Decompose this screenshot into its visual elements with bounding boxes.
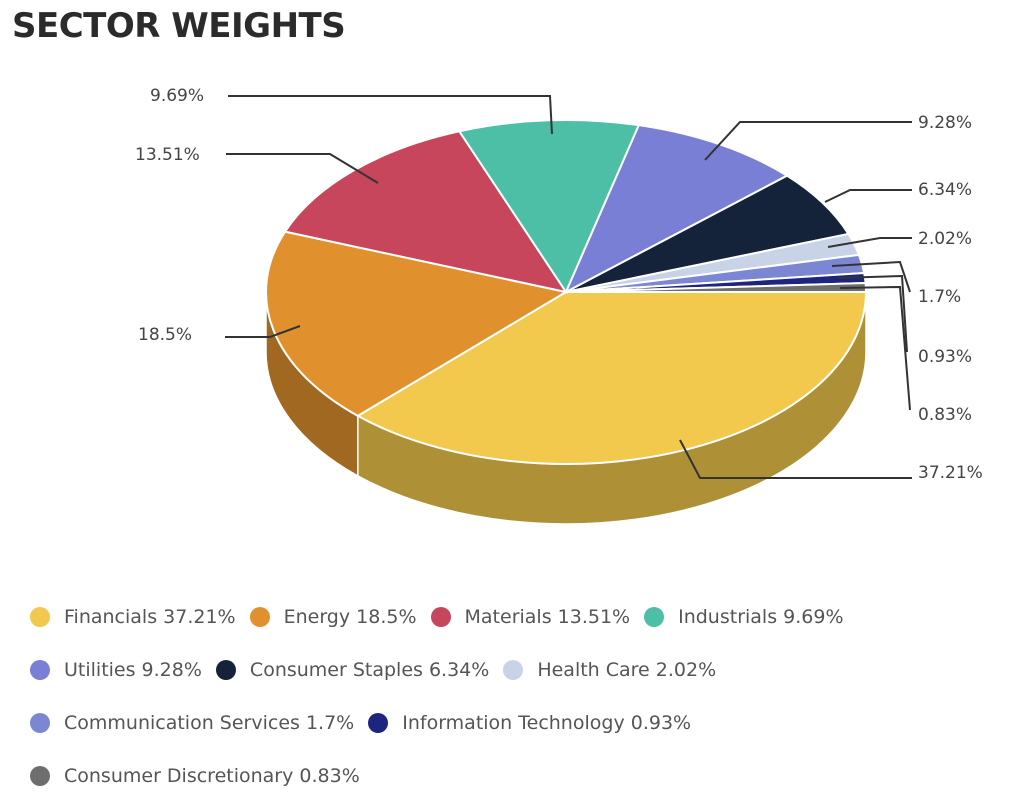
legend-dot-icon xyxy=(430,606,451,627)
legend-item-consumer-staples[interactable]: Consumer Staples 6.34% xyxy=(215,658,490,681)
legend-item-health-care[interactable]: Health Care 2.02% xyxy=(503,659,716,681)
leader-line xyxy=(226,153,379,184)
legend-label: Health Care 2.02% xyxy=(537,658,717,681)
legend-item-utilities[interactable]: Utilities 9.28% xyxy=(30,659,202,681)
legend-dot-icon xyxy=(644,606,665,627)
slice-value-label: 0.83% xyxy=(918,405,972,425)
leader-line xyxy=(839,285,911,411)
legend: Financials 37.21% Energy 18.5% Materials… xyxy=(30,590,1010,802)
legend-row: Consumer Discretionary 0.83% xyxy=(30,749,1010,802)
pie-slice-energy[interactable] xyxy=(265,230,569,417)
legend-dot-icon xyxy=(30,712,50,733)
leader-line xyxy=(704,121,912,161)
legend-item-information-technology[interactable]: Information Technology 0.93% xyxy=(368,712,691,734)
slice-value-label: 1.7% xyxy=(918,287,961,307)
legend-dot-icon xyxy=(30,606,50,627)
slice-value-label: 18.5% xyxy=(138,325,192,345)
chart-title: SECTOR WEIGHTS xyxy=(12,6,346,46)
legend-label: Consumer Staples 6.34% xyxy=(249,658,490,681)
legend-label: Consumer Discretionary 0.83% xyxy=(64,764,360,787)
slice-value-label: 6.34% xyxy=(918,180,972,200)
legend-item-communication-services[interactable]: Communication Services 1.7% xyxy=(30,712,354,734)
legend-label: Communication Services 1.7% xyxy=(64,711,355,734)
legend-label: Industrials 9.69% xyxy=(678,605,844,628)
legend-dot-icon xyxy=(30,765,50,786)
slice-value-label: 9.69% xyxy=(150,86,204,106)
leader-line xyxy=(837,274,908,353)
leader-line xyxy=(827,237,912,248)
pie-slice-financials[interactable] xyxy=(355,291,868,465)
slice-value-label: 13.51% xyxy=(135,145,200,165)
legend-dot-icon xyxy=(249,606,270,627)
legend-row: Financials 37.21% Energy 18.5% Materials… xyxy=(30,590,1010,643)
legend-item-industrials[interactable]: Industrials 9.69% xyxy=(644,605,844,628)
legend-item-consumer-discretionary[interactable]: Consumer Discretionary 0.83% xyxy=(30,765,360,787)
legend-item-financials[interactable]: Financials 37.21% xyxy=(30,606,236,628)
legend-item-materials[interactable]: Materials 13.51% xyxy=(430,605,631,628)
pie-slice-industrials[interactable] xyxy=(457,119,641,295)
pie-slice-consumer-staples[interactable] xyxy=(565,174,851,293)
legend-label: Energy 18.5% xyxy=(283,605,417,628)
legend-dot-icon xyxy=(30,659,50,680)
pie-chart: 37.21% 18.5% 13.51% 9.69% 9.28% 6.34% 2.02% 1.7… xyxy=(135,86,983,525)
legend-dot-icon xyxy=(215,659,236,680)
leader-line xyxy=(831,260,911,293)
slice-value-label: 2.02% xyxy=(918,229,972,249)
legend-item-energy[interactable]: Energy 18.5% xyxy=(249,605,417,628)
legend-row: Utilities 9.28% Consumer Staples 6.34% H… xyxy=(30,643,1010,696)
slice-value-label: 37.21% xyxy=(918,463,983,483)
legend-dot-icon xyxy=(368,712,389,733)
leader-line xyxy=(228,95,553,135)
pie-slice-materials[interactable] xyxy=(283,130,569,294)
legend-row: Communication Services 1.7% Information … xyxy=(30,696,1010,749)
legend-label: Materials 13.51% xyxy=(464,605,631,628)
leader-line xyxy=(824,189,912,203)
slice-value-label: 0.93% xyxy=(918,347,972,367)
legend-label: Financials 37.21% xyxy=(64,605,236,628)
slice-value-label: 9.28% xyxy=(918,113,972,133)
leader-line xyxy=(225,325,301,338)
legend-dot-icon xyxy=(503,659,524,680)
leader-line xyxy=(679,439,912,479)
legend-label: Information Technology 0.93% xyxy=(402,711,692,734)
legend-label: Utilities 9.28% xyxy=(64,658,202,681)
